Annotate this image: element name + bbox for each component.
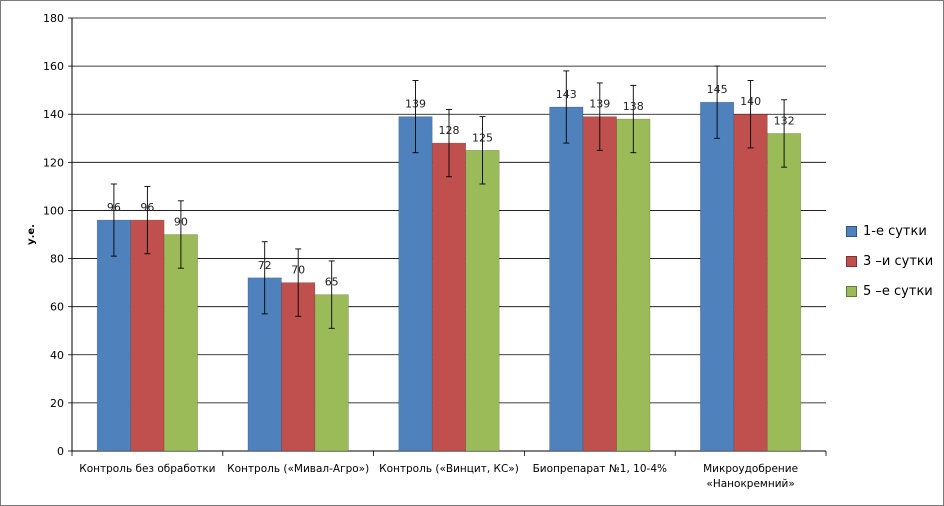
y-tick-label-180: 180 [43, 12, 64, 25]
bar-1-cat-1 [96, 219, 131, 452]
y-tick-label-60: 60 [50, 301, 64, 314]
bar-3-cat-4 [616, 118, 651, 452]
legend-item-series-3: 5 –е сутки [846, 276, 940, 306]
category-label-5-line-1: Микроудобрение [703, 463, 798, 475]
y-tick-label-120: 120 [43, 156, 64, 169]
data-label-2-cat-2: 70 [291, 264, 305, 277]
data-label-3-cat-3: 125 [472, 131, 493, 144]
data-label-1-cat-2: 72 [258, 259, 272, 272]
legend-item-series-1: 1-е сутки [846, 216, 940, 246]
legend-item-series-2: 3 –и сутки [846, 246, 940, 276]
bar-1-cat-4 [549, 106, 584, 452]
bar-2-cat-1 [130, 219, 165, 452]
bar-2-cat-5 [733, 113, 768, 452]
data-label-1-cat-5: 145 [707, 83, 728, 96]
legend-swatch-series-3 [846, 285, 857, 297]
category-label-2: Контроль («Мивал-Агро») [227, 463, 369, 475]
bar-3-cat-3 [465, 150, 500, 452]
data-label-3-cat-4: 138 [623, 100, 644, 113]
data-label-2-cat-5: 140 [740, 95, 761, 108]
y-tick-label-40: 40 [50, 349, 64, 362]
y-tick-label-160: 160 [43, 60, 64, 73]
category-label-3: Контроль («Винцит, КС») [379, 463, 519, 475]
data-label-1-cat-4: 143 [556, 88, 577, 101]
y-tick-label-100: 100 [43, 204, 64, 217]
y-tick-label-140: 140 [43, 108, 64, 121]
bar-3-cat-1 [163, 234, 198, 452]
data-label-3-cat-5: 132 [774, 114, 795, 127]
legend: 1-е сутки 3 –и сутки 5 –е сутки [846, 216, 940, 306]
bar-1-cat-5 [700, 101, 735, 452]
y-tick-label-0: 0 [57, 445, 64, 458]
data-label-2-cat-4: 139 [589, 98, 610, 111]
legend-label-series-3: 5 –е сутки [863, 283, 933, 299]
data-label-3-cat-1: 90 [174, 216, 188, 229]
data-label-3-cat-2: 65 [325, 276, 339, 289]
bar-3-cat-5 [767, 133, 802, 452]
data-label-2-cat-1: 96 [140, 201, 154, 214]
bar-2-cat-4 [582, 116, 617, 452]
y-axis-label: у.е. [26, 224, 37, 245]
category-label-1: Контроль без обработки [79, 463, 215, 475]
legend-swatch-series-1 [846, 225, 857, 237]
bar-2-cat-3 [431, 142, 467, 452]
data-label-1-cat-3: 139 [405, 98, 426, 111]
legend-swatch-series-2 [846, 255, 857, 267]
y-tick-label-80: 80 [50, 253, 64, 266]
y-tick-label-20: 20 [50, 397, 64, 410]
legend-label-series-1: 1-е сутки [863, 223, 927, 239]
data-label-2-cat-3: 128 [439, 124, 460, 137]
data-label-1-cat-1: 96 [107, 201, 121, 214]
bar-1-cat-3 [398, 116, 433, 452]
legend-label-series-2: 3 –и сутки [863, 253, 934, 269]
category-label-4: Биопрепарат №1, 10-4% [533, 463, 667, 475]
category-label-5-line-2: «Нанокремний» [706, 478, 794, 490]
